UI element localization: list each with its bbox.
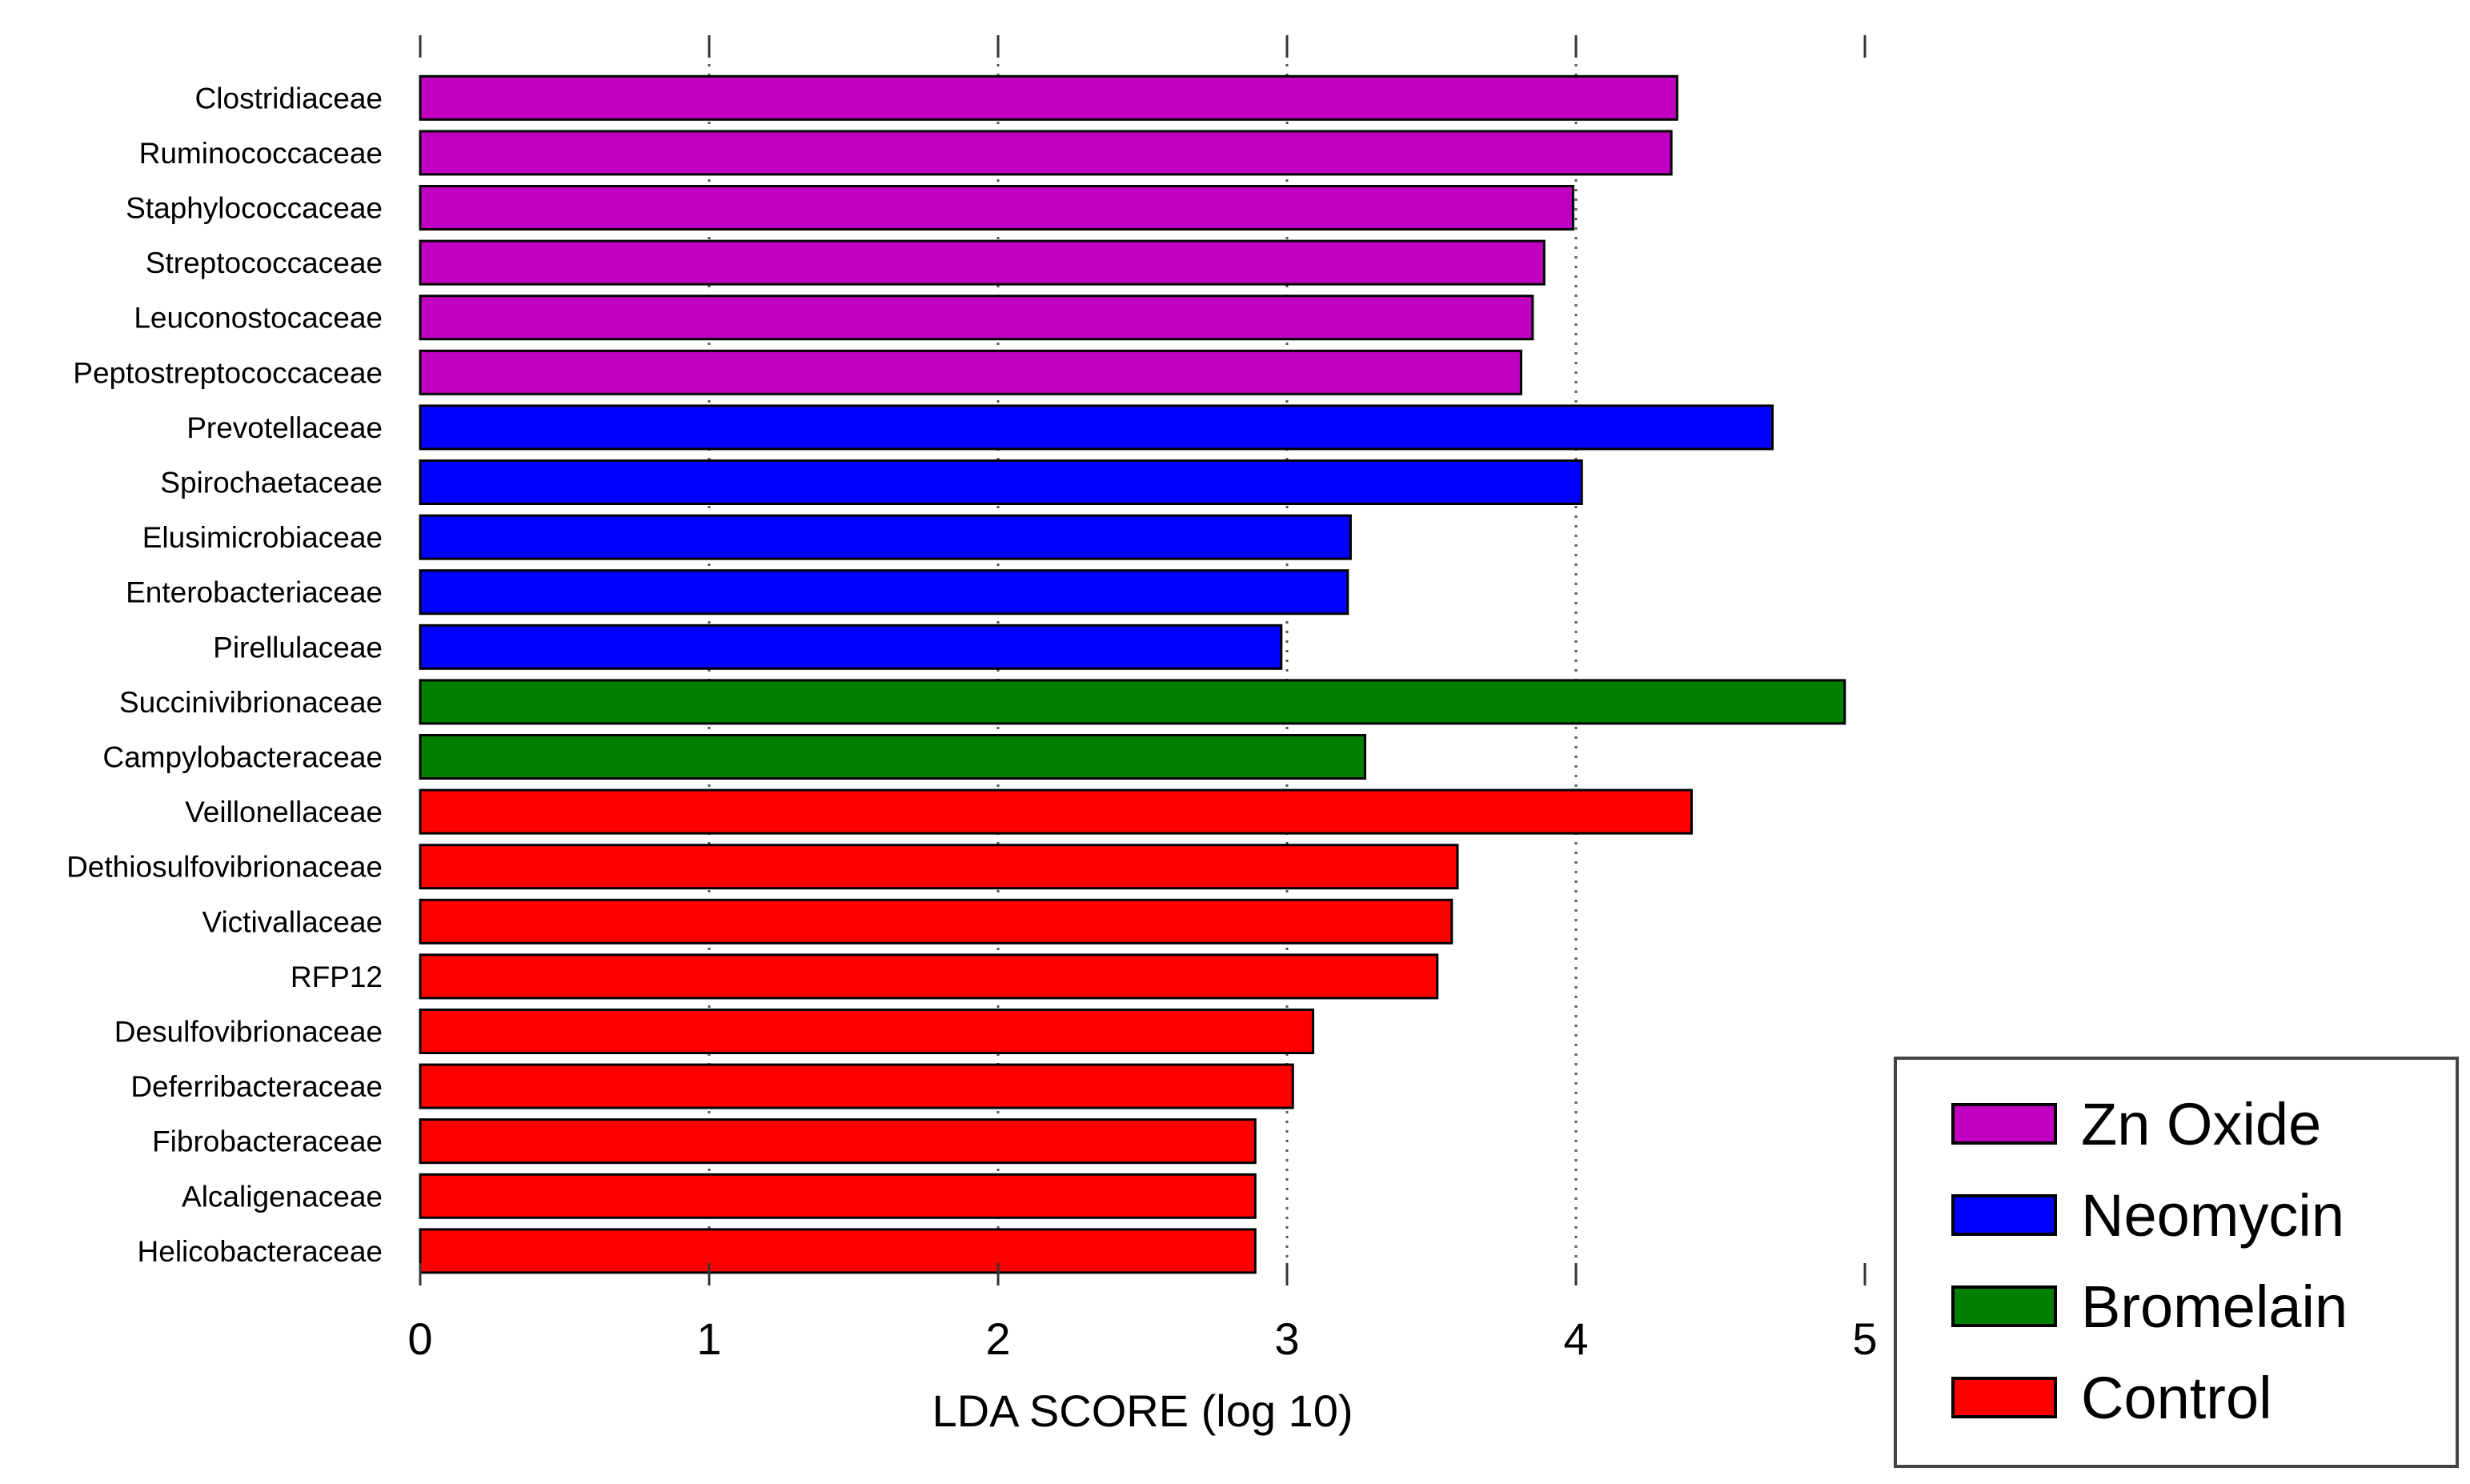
category-label-deferribacteraceae: Deferribacteraceae <box>130 1070 383 1103</box>
x-tick-label: 5 <box>1852 1314 1877 1364</box>
category-label-desulfovibrionaceae: Desulfovibrionaceae <box>114 1016 383 1049</box>
legend-label-bromelain: Bromelain <box>2081 1273 2348 1340</box>
bar-streptococcaceae <box>419 239 1546 286</box>
legend-swatch-control <box>1951 1377 2057 1418</box>
bar-campylobacteraceae <box>419 734 1366 780</box>
category-label-campylobacteraceae: Campylobacteraceae <box>102 741 383 774</box>
category-label-leuconostocaceae: Leuconostocaceae <box>134 302 383 335</box>
x-tick-label: 4 <box>1563 1314 1588 1364</box>
category-label-streptococcaceae: Streptococcaceae <box>146 247 383 279</box>
bar-desulfovibrionaceae <box>419 1009 1314 1054</box>
category-label-veillonellaceae: Veillonellaceae <box>185 796 383 828</box>
category-label-ruminococcaceae: Ruminococcaceae <box>139 137 383 170</box>
x-axis-ticks: 0 1 2 3 4 5 <box>407 35 1878 1364</box>
category-label-enterobacteriaceae: Enterobacteriaceae <box>126 576 383 609</box>
legend-label-control: Control <box>2081 1365 2272 1431</box>
category-label-dethiosulfovibrionaceae: Dethiosulfovibrionaceae <box>66 851 383 884</box>
x-axis-title: LDA SCORE (log 10) <box>932 1386 1353 1436</box>
legend-label-neomycin: Neomycin <box>2081 1182 2344 1249</box>
bar-succinivibrionaceae <box>419 679 1846 725</box>
bars <box>419 74 1846 1274</box>
bar-helicobacteraceae <box>419 1228 1257 1274</box>
bar-fibrobacteraceae <box>419 1118 1257 1165</box>
x-tick-label: 1 <box>696 1314 721 1364</box>
bar-dethiosulfovibrionaceae <box>419 844 1459 890</box>
bar-veillonellaceae <box>419 788 1693 835</box>
legend: Zn Oxide Neomycin Bromelain Control <box>1894 1057 2459 1468</box>
legend-swatch-zn-oxide <box>1951 1103 2057 1145</box>
bar-ruminococcaceae <box>419 130 1673 176</box>
bar-elusimicrobiaceae <box>419 514 1352 560</box>
bar-leuconostocaceae <box>419 295 1534 341</box>
bar-alcaligenaceae <box>419 1173 1257 1219</box>
bar-rfp12 <box>419 953 1439 1000</box>
category-label-elusimicrobiaceae: Elusimicrobiaceae <box>142 521 383 554</box>
category-label-victivallaceae: Victivallaceae <box>202 905 383 938</box>
bar-peptostreptococcaceae <box>419 349 1522 395</box>
x-tick-label: 0 <box>407 1314 432 1364</box>
bar-spirochaetaceae <box>419 459 1583 505</box>
bar-staphylococcaceae <box>419 185 1574 231</box>
x-tick-label: 2 <box>985 1314 1010 1364</box>
category-label-rfp12: RFP12 <box>291 961 383 993</box>
bar-clostridiaceae <box>419 74 1678 121</box>
category-label-succinivibrionaceae: Succinivibrionaceae <box>119 686 383 719</box>
category-label-clostridiaceae: Clostridiaceae <box>195 82 383 114</box>
category-label-fibrobacteraceae: Fibrobacteraceae <box>152 1125 383 1158</box>
category-labels: Clostridiaceae Ruminococcaceae Staphylococ… <box>66 82 383 1268</box>
category-label-helicobacteraceae: Helicobacteraceae <box>138 1235 383 1268</box>
x-tick-label: 3 <box>1274 1314 1299 1364</box>
bar-prevotellaceae <box>419 404 1774 451</box>
bar-deferribacteraceae <box>419 1063 1294 1109</box>
category-label-spirochaetaceae: Spirochaetaceae <box>160 467 383 499</box>
category-label-staphylococcaceae: Staphylococcaceae <box>126 192 383 225</box>
category-label-alcaligenaceae: Alcaligenaceae <box>182 1180 383 1213</box>
category-label-pirellulaceae: Pirellulaceae <box>213 631 383 664</box>
category-label-peptostreptococcaceae: Peptostreptococcaceae <box>73 356 383 389</box>
bar-victivallaceae <box>419 898 1454 945</box>
category-label-prevotellaceae: Prevotellaceae <box>186 411 383 444</box>
legend-swatch-bromelain <box>1951 1285 2057 1327</box>
legend-label-zn-oxide: Zn Oxide <box>2081 1091 2321 1157</box>
bar-pirellulaceae <box>419 624 1283 670</box>
bar-enterobacteriaceae <box>419 569 1349 616</box>
legend-swatch-neomycin <box>1951 1194 2057 1236</box>
